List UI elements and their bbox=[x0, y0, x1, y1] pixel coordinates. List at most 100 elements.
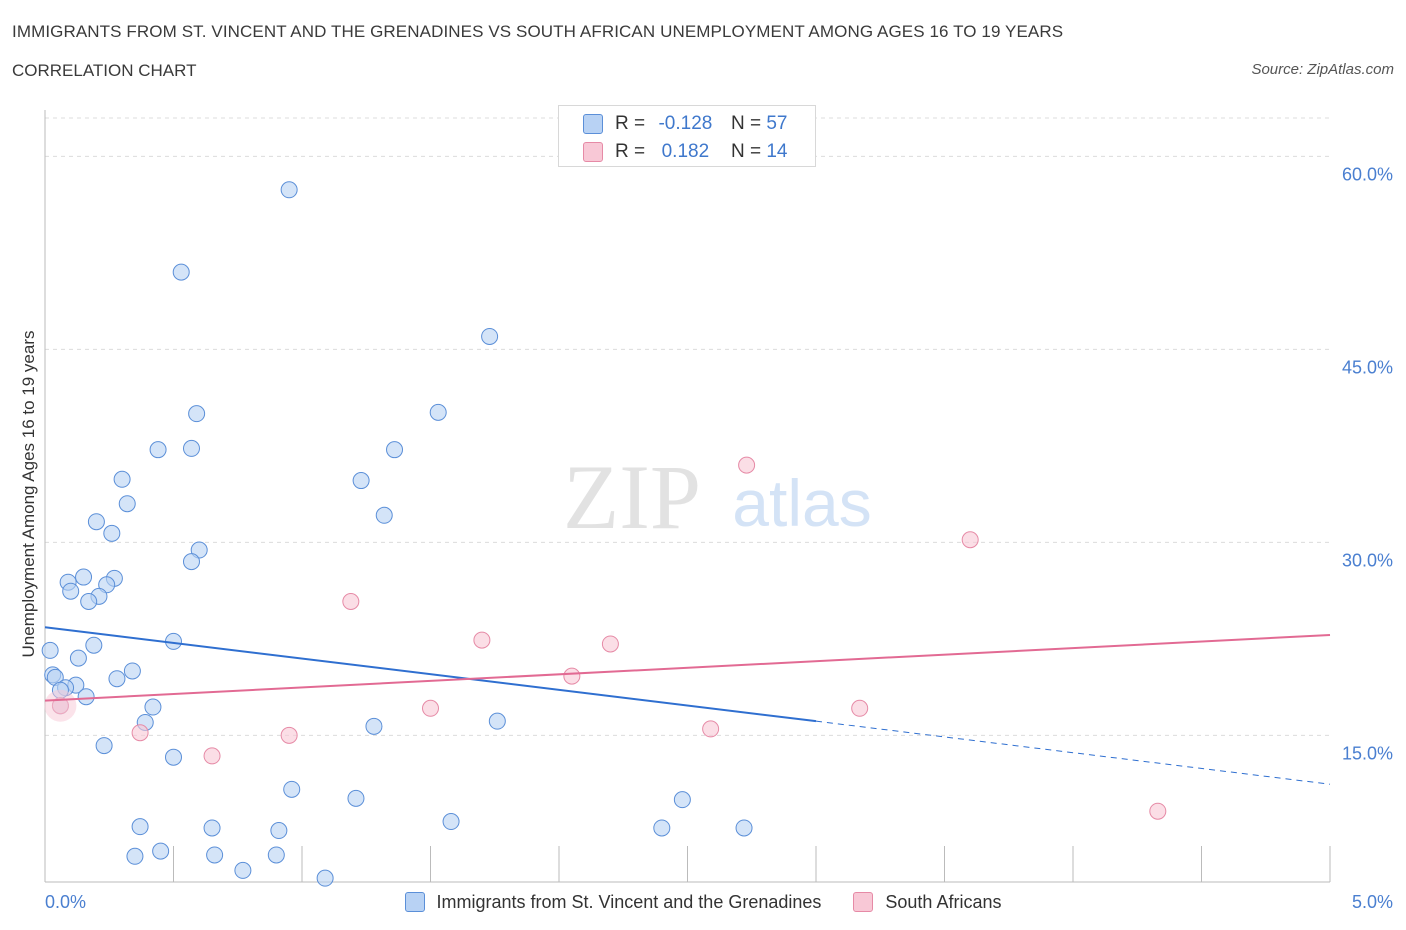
data-point bbox=[365, 717, 383, 735]
data-point bbox=[149, 441, 167, 459]
data-point bbox=[75, 568, 93, 586]
data-points bbox=[41, 181, 1167, 887]
correlation-legend: R = -0.128 N = 57 R = 0.182 N = 14 bbox=[558, 105, 816, 167]
data-point bbox=[563, 667, 581, 685]
data-point bbox=[352, 472, 370, 490]
chart-title: IMMIGRANTS FROM ST. VINCENT AND THE GREN… bbox=[12, 22, 1064, 41]
legend-row-south-africans: R = 0.182 N = 14 bbox=[583, 139, 787, 165]
y-tick-label: 60.0% bbox=[1342, 164, 1393, 184]
data-point bbox=[85, 636, 103, 654]
y-axis-label: Unemployment Among Ages 16 to 19 years bbox=[19, 331, 38, 658]
pink-swatch bbox=[853, 892, 874, 912]
n-label: N = bbox=[730, 141, 762, 162]
data-point bbox=[62, 582, 80, 600]
y-tick-label: 45.0% bbox=[1342, 357, 1393, 377]
data-point bbox=[203, 747, 221, 765]
r-value: -0.128 bbox=[658, 113, 713, 134]
data-point bbox=[131, 724, 149, 742]
r-label: R = bbox=[615, 141, 646, 162]
data-point bbox=[1149, 802, 1167, 820]
data-point bbox=[429, 403, 447, 421]
data-point bbox=[347, 789, 365, 807]
trend-line-south-africans bbox=[44, 633, 1331, 702]
trend-line-immigrants bbox=[44, 626, 817, 723]
data-point-cluster bbox=[44, 689, 77, 722]
data-point bbox=[165, 748, 182, 766]
watermark: ZIP atlas bbox=[563, 446, 872, 548]
legend-label: Immigrants from St. Vincent and the Gren… bbox=[436, 891, 822, 912]
axes bbox=[44, 110, 1331, 883]
data-point bbox=[108, 670, 126, 688]
data-point bbox=[95, 737, 113, 755]
data-point bbox=[131, 818, 149, 836]
r-label: R = bbox=[615, 113, 646, 134]
data-point bbox=[172, 263, 190, 281]
source-credit: Source: ZipAtlas.com bbox=[1251, 61, 1394, 78]
data-point bbox=[152, 842, 170, 860]
x-tick-labels: 0.0% 5.0% bbox=[45, 892, 1393, 912]
data-point bbox=[481, 327, 499, 345]
legend-label: South Africans bbox=[885, 891, 1002, 912]
data-point bbox=[280, 726, 298, 744]
series-legend: Immigrants from St. Vincent and the Gren… bbox=[0, 889, 1406, 915]
data-point bbox=[203, 819, 221, 837]
data-point bbox=[126, 847, 144, 865]
n-value: 57 bbox=[766, 113, 788, 134]
data-point bbox=[738, 456, 756, 474]
data-point bbox=[113, 470, 131, 488]
trend-line-immigrants-extension bbox=[815, 720, 1331, 785]
data-point bbox=[422, 699, 439, 717]
data-point bbox=[601, 635, 619, 653]
data-point bbox=[283, 780, 301, 798]
x-tick-label: 5.0% bbox=[1352, 892, 1393, 912]
data-point bbox=[267, 846, 285, 864]
data-point bbox=[103, 524, 121, 542]
data-point bbox=[442, 813, 460, 831]
chart-subtitle: CORRELATION CHART bbox=[12, 61, 197, 80]
data-point bbox=[342, 593, 360, 611]
n-value: 14 bbox=[766, 141, 788, 162]
legend-item-south-africans: South Africans bbox=[853, 892, 1001, 913]
data-point bbox=[188, 405, 206, 423]
data-point bbox=[270, 822, 288, 840]
data-point bbox=[182, 439, 200, 457]
data-point bbox=[80, 593, 98, 611]
data-point bbox=[316, 869, 334, 887]
data-point bbox=[69, 649, 87, 667]
data-point bbox=[653, 819, 671, 837]
y-tick-labels: 15.0% 30.0% 45.0% 60.0% bbox=[1342, 164, 1393, 763]
r-value: 0.182 bbox=[661, 141, 710, 162]
data-point bbox=[87, 513, 105, 531]
data-point bbox=[702, 720, 720, 738]
data-point bbox=[851, 699, 869, 717]
data-point bbox=[234, 861, 252, 879]
data-point bbox=[118, 495, 136, 513]
data-point bbox=[182, 553, 200, 571]
data-point bbox=[735, 819, 753, 837]
data-point bbox=[280, 181, 298, 199]
data-point bbox=[473, 631, 491, 649]
gridlines bbox=[45, 117, 1330, 736]
legend-item-immigrants: Immigrants from St. Vincent and the Gren… bbox=[404, 891, 822, 913]
blue-swatch bbox=[583, 114, 603, 134]
n-label: N = bbox=[730, 113, 762, 134]
trend-lines bbox=[44, 626, 1331, 785]
x-tick-label: 0.0% bbox=[45, 892, 86, 912]
y-tick-label: 30.0% bbox=[1342, 550, 1393, 570]
data-point bbox=[673, 791, 691, 809]
data-point bbox=[961, 531, 979, 549]
y-tick-label: 15.0% bbox=[1342, 743, 1393, 763]
data-point bbox=[386, 441, 404, 459]
data-point bbox=[123, 662, 141, 680]
watermark-atlas: atlas bbox=[732, 466, 871, 540]
data-point bbox=[488, 712, 506, 730]
data-point bbox=[375, 506, 393, 524]
legend-row-immigrants: R = -0.128 N = 57 bbox=[583, 111, 787, 137]
blue-swatch bbox=[404, 892, 425, 912]
data-point bbox=[206, 846, 224, 864]
data-point bbox=[41, 641, 59, 659]
data-point bbox=[144, 698, 162, 716]
pink-swatch bbox=[583, 142, 603, 162]
data-point bbox=[77, 688, 95, 706]
